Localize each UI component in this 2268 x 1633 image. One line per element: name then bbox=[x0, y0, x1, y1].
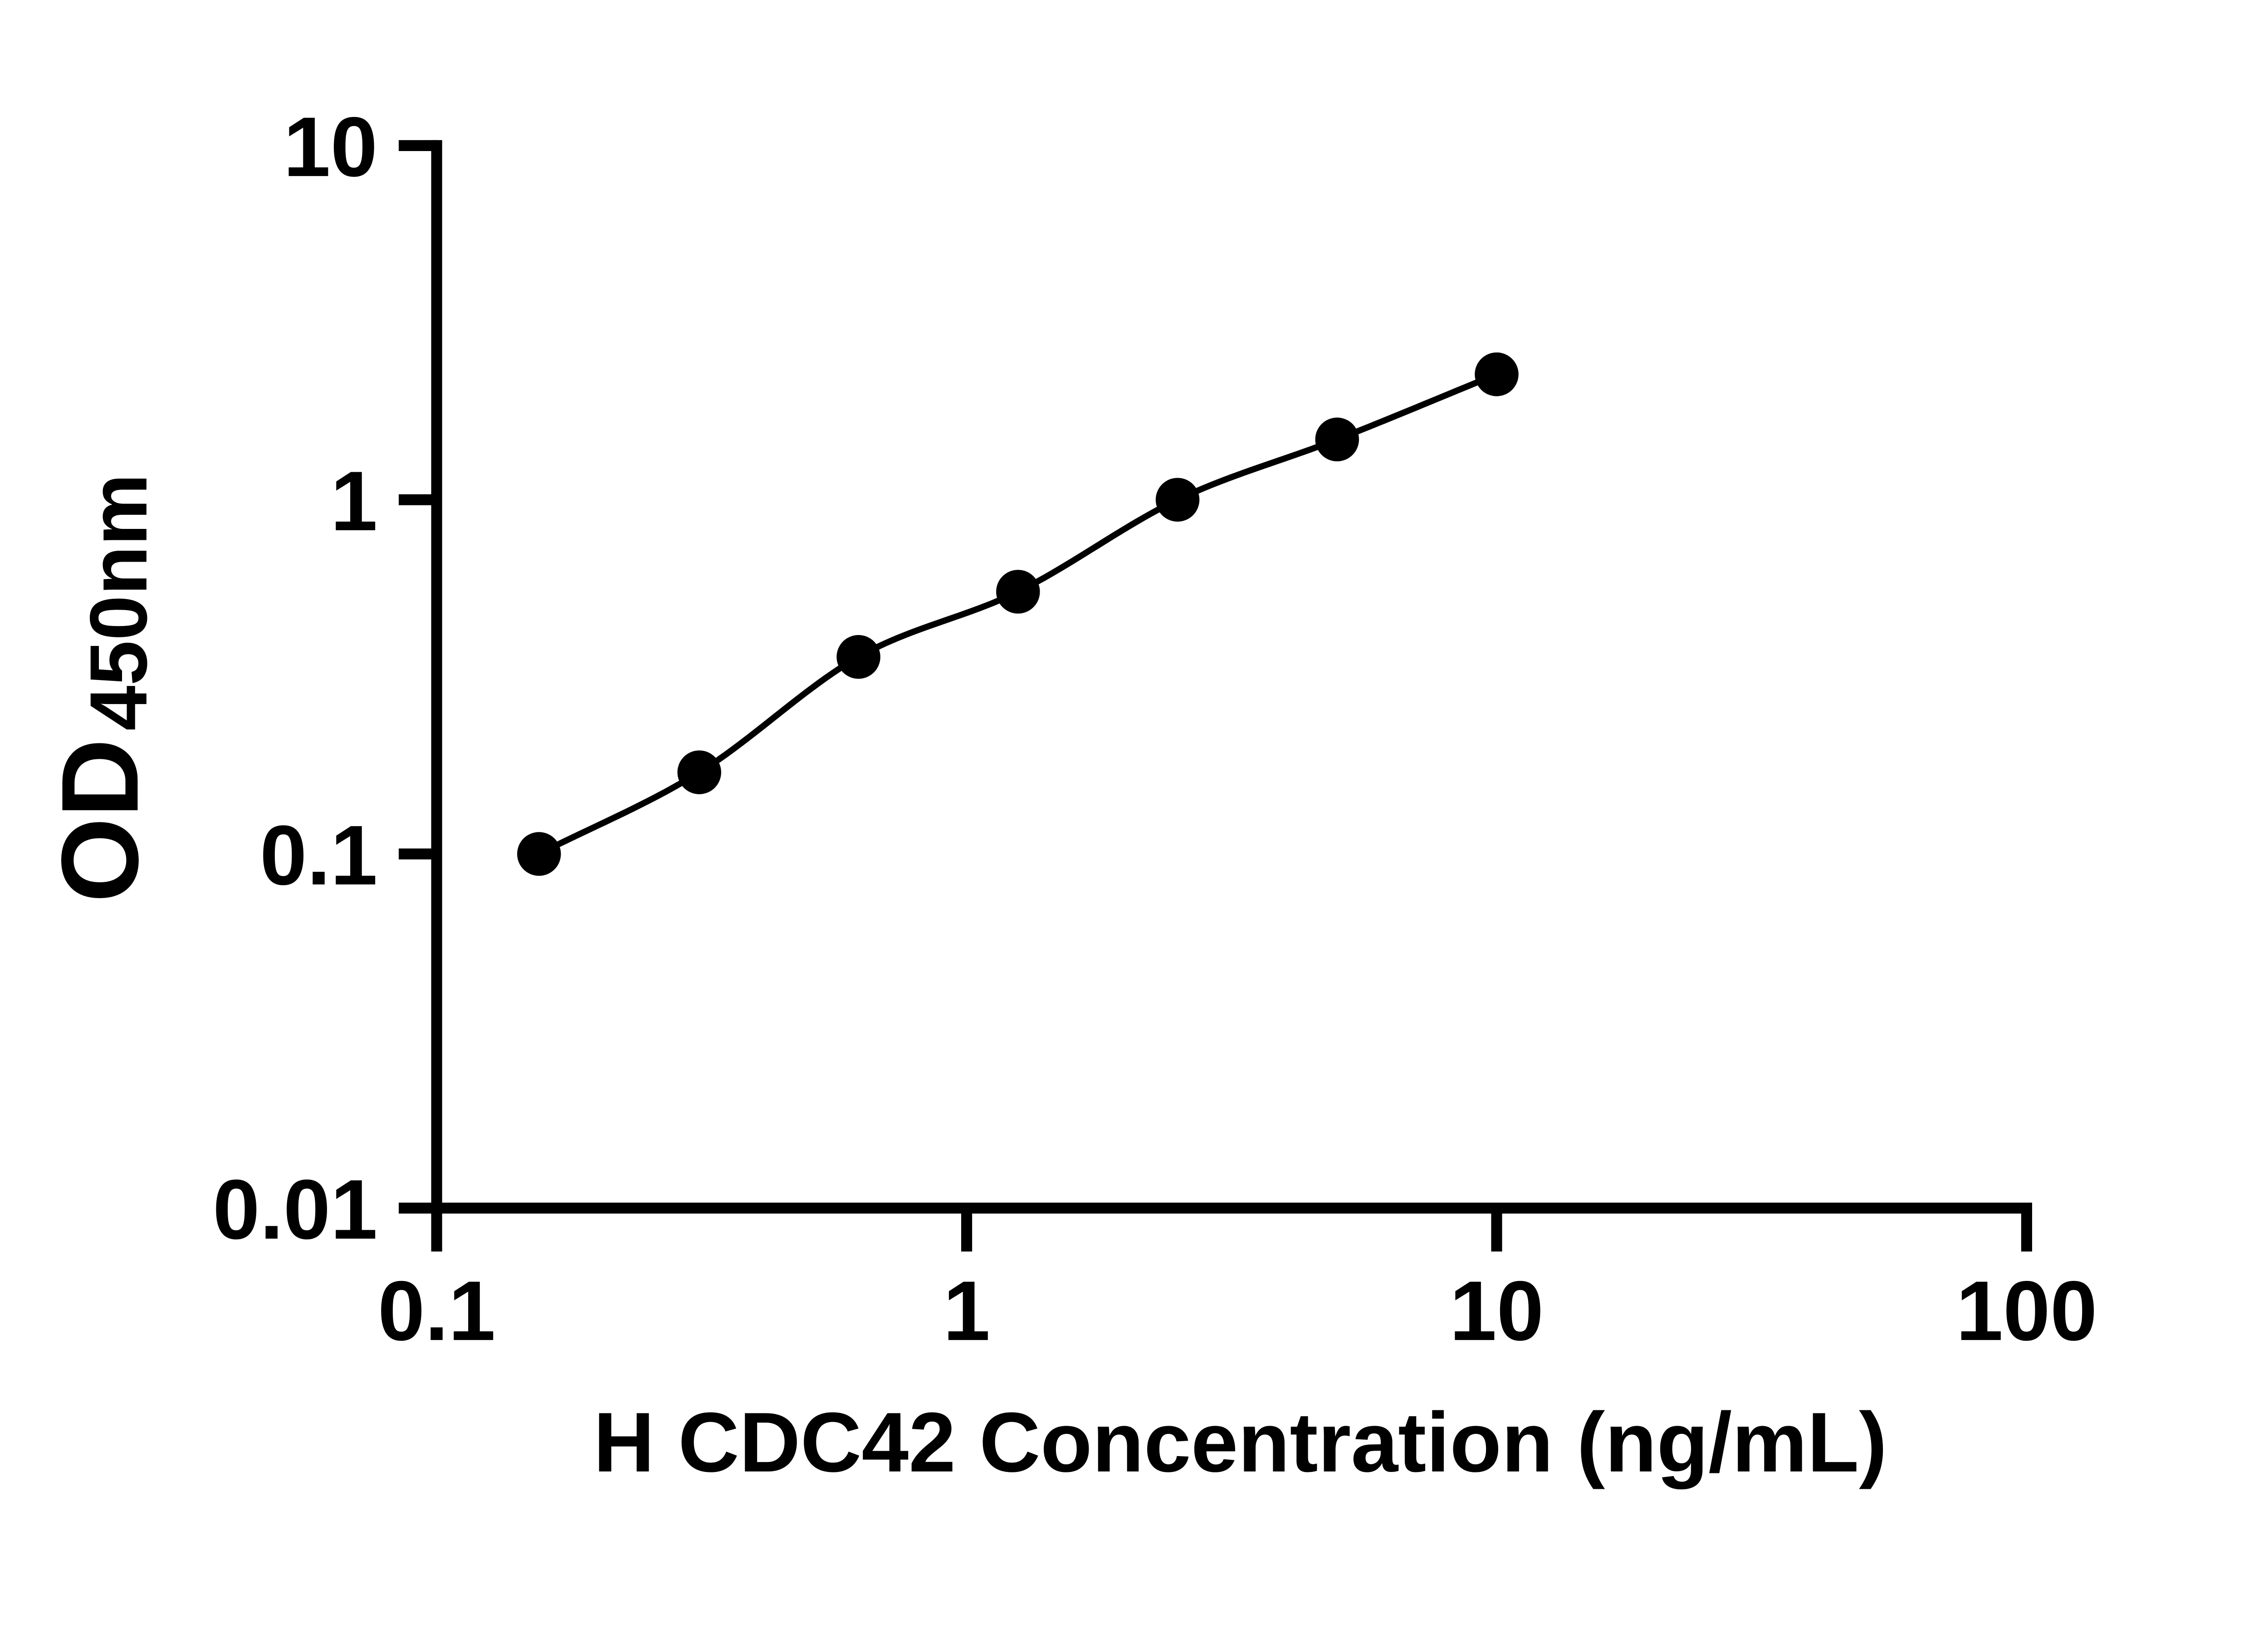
y-axis-title-subscript: 450nm bbox=[73, 474, 164, 731]
data-point bbox=[1155, 478, 1200, 522]
data-point-group bbox=[517, 352, 1519, 876]
data-point bbox=[1475, 352, 1519, 396]
y-tick-label: 1 bbox=[331, 454, 378, 548]
y-tick-label: 0.01 bbox=[213, 1162, 377, 1257]
y-tick-label: 0.1 bbox=[260, 808, 378, 903]
x-tick-group: 0.1 1 10 100 bbox=[378, 1208, 2097, 1358]
x-axis-title: H CDC42 Concentration (ng/mL) bbox=[593, 1395, 1887, 1490]
y-tick-label: 10 bbox=[284, 99, 378, 194]
y-axis-title: OD 450nm bbox=[39, 474, 163, 903]
data-point bbox=[996, 570, 1040, 614]
data-point bbox=[1315, 417, 1359, 461]
axes bbox=[431, 140, 2032, 1214]
y-tick-group: 10 1 0.1 0.01 bbox=[213, 99, 438, 1257]
data-point bbox=[836, 635, 880, 679]
x-tick-label: 0.1 bbox=[378, 1263, 496, 1358]
x-tick-label: 1 bbox=[943, 1263, 990, 1358]
elisa-standard-curve-figure: 10 1 0.1 0.01 0.1 1 10 100 H CDC42 Concentrati… bbox=[39, 99, 2097, 1490]
data-point bbox=[517, 832, 561, 876]
data-point bbox=[677, 750, 721, 794]
x-tick-label: 100 bbox=[1956, 1263, 2097, 1358]
x-tick-label: 10 bbox=[1450, 1263, 1544, 1358]
y-axis-title-main: OD bbox=[39, 738, 161, 903]
